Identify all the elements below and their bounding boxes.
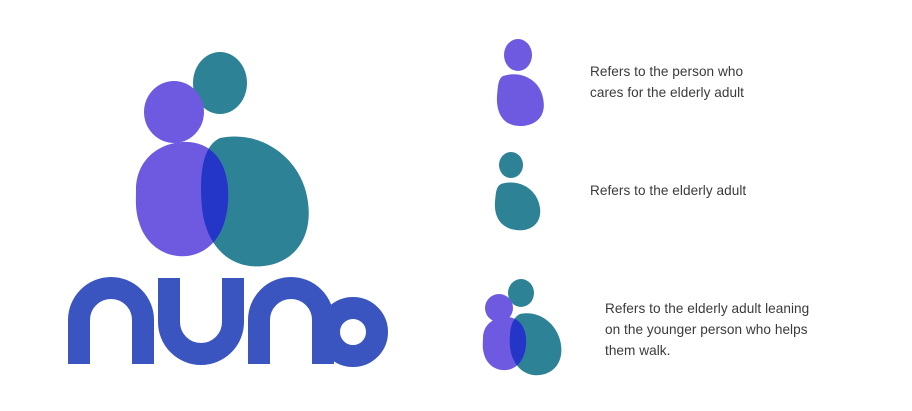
brand-wordmark: nuno xyxy=(68,277,388,367)
elderly-body-small xyxy=(494,182,541,231)
list-item: Refers to the person who cares for the e… xyxy=(470,36,912,128)
list-item: Refers to the elderly adult leaning on t… xyxy=(470,279,912,378)
legend-list: Refers to the person who cares for the e… xyxy=(470,0,912,411)
caregiver-body-small xyxy=(496,74,544,126)
elderly-head-small xyxy=(508,279,534,307)
list-item: Refers to the elderly adult xyxy=(470,150,912,231)
legend-description: Refers to the person who cares for the e… xyxy=(590,64,744,100)
two-figures-logo-mark xyxy=(130,50,330,270)
caregiver-head xyxy=(144,81,204,143)
caregiver-figure-icon xyxy=(470,36,590,128)
elderly-adult-figure-icon xyxy=(470,150,590,231)
elderly-head xyxy=(193,52,247,114)
legend-description: Refers to the elderly adult xyxy=(590,182,747,198)
caregiver-head-small xyxy=(485,294,513,322)
legend-description: Refers to the elderly adult leaning on t… xyxy=(605,300,810,358)
elderly-adult-leaning-on-caregiver-icon xyxy=(470,279,605,378)
elderly-head-small xyxy=(499,152,523,178)
elderly-body xyxy=(200,136,309,267)
caregiver-head-small xyxy=(504,39,532,71)
brand-block: nuno xyxy=(60,40,390,370)
